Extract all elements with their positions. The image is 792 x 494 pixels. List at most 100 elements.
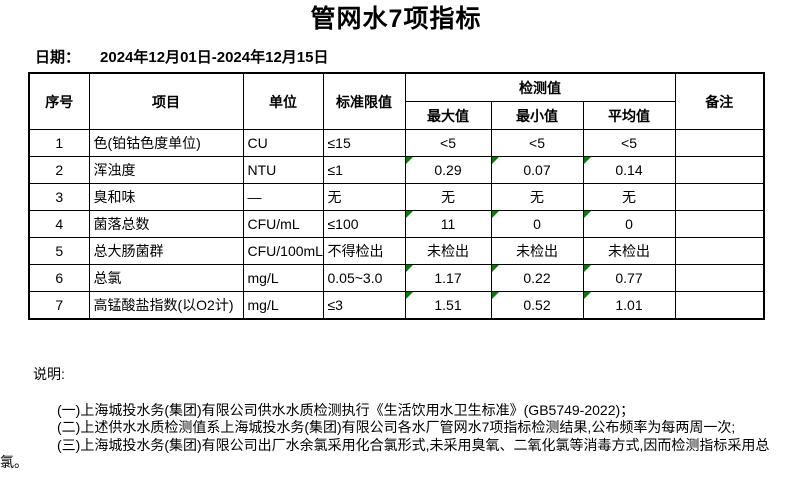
cell-text: 4 [55, 216, 64, 232]
table-row: 5 总大肠菌群 CFU/100mL 不得检出 未检出 未检出 未检出 [28, 237, 765, 265]
excel-flag-triangle-icon [492, 211, 499, 218]
cell-text: CFU/100mL [247, 243, 323, 259]
date-line: 日期： 2024年12月01日-2024年12月15日 [35, 46, 792, 67]
cell-limit: ≤100 [322, 210, 406, 238]
cell-text: mg/L [247, 270, 279, 286]
cell-text: <5 [440, 135, 456, 151]
cell-text: 浑浊度 [93, 162, 136, 178]
cell-text: 0.52 [523, 297, 551, 313]
table-row: 3 臭和味 — 无 无 无 无 [28, 183, 765, 211]
water-quality-table: 序号 项目 单位 标准限值 检测值 备注 最大值 最小值 平均值 1 色(铂钴色度… [28, 72, 765, 320]
cell-text: 色(铂钴色度单位) [93, 135, 201, 151]
cell-remark [674, 291, 765, 320]
table-row: 7 高锰酸盐指数(以O2计) mg/L ≤3 1.51 0.52 1.01 [28, 291, 765, 320]
excel-flag-triangle-icon [406, 211, 413, 218]
col-header-detection-group: 检测值 [404, 72, 676, 102]
cell-min: 0.52 [490, 291, 584, 320]
cell-remark [674, 183, 765, 211]
cell-avg: 0.14 [582, 156, 676, 184]
cell-avg: 0.77 [582, 264, 676, 292]
notes-section: 说明: (一)上海城投水务(集团)有限公司供水水质检测执行《生活饮用水卫生标准》… [0, 366, 792, 472]
header-row-1: 序号 项目 单位 标准限值 检测值 备注 [28, 72, 765, 130]
cell-text: 0.05~3.0 [327, 270, 383, 286]
cell-text: 未检出 [427, 243, 469, 259]
cell-text: 无 [530, 189, 544, 205]
cell-index: 7 [28, 291, 90, 320]
cell-index: 2 [28, 156, 90, 184]
cell-min: 0.07 [490, 156, 584, 184]
cell-min: 0.22 [490, 264, 584, 292]
cell-text: 0.22 [523, 270, 551, 286]
excel-flag-triangle-icon [584, 292, 591, 299]
cell-max: 1.17 [404, 264, 492, 292]
cell-text: 臭和味 [93, 189, 136, 205]
col-header-max: 最大值 [404, 101, 492, 130]
cell-unit: NTU [242, 156, 324, 184]
cell-avg: 1.01 [582, 291, 676, 320]
cell-text: ≤3 [327, 297, 343, 313]
cell-text: 总氯 [93, 270, 122, 286]
cell-text: CU [247, 135, 268, 151]
cell-text: ≤100 [327, 216, 359, 232]
cell-index: 4 [28, 210, 90, 238]
cell-limit: 不得检出 [322, 237, 406, 265]
cell-item: 总氯 [88, 264, 244, 292]
cell-text: 0.29 [434, 162, 462, 178]
cell-text: 1 [55, 135, 64, 151]
cell-item: 高锰酸盐指数(以O2计) [88, 291, 244, 320]
cell-text: 1.17 [434, 270, 462, 286]
note-item-1: (一)上海城投水务(集团)有限公司供水水质检测执行《生活饮用水卫生标准》(GB5… [57, 401, 635, 418]
cell-remark [674, 264, 765, 292]
cell-text: — [247, 189, 262, 205]
cell-unit: CFU/100mL [242, 237, 324, 265]
cell-limit: 无 [322, 183, 406, 211]
cell-text: <5 [529, 135, 545, 151]
cell-text: <5 [621, 135, 637, 151]
header-row-2: 最大值 最小值 平均值 [29, 101, 764, 130]
cell-unit: CU [242, 129, 324, 157]
cell-unit: CFU/mL [242, 210, 324, 238]
cell-limit: ≤1 [322, 156, 406, 184]
cell-min: <5 [490, 129, 584, 157]
cell-text: 3 [55, 189, 64, 205]
col-header-limit: 标准限值 [322, 72, 406, 130]
table-row: 4 菌落总数 CFU/mL ≤100 11 0 0 [28, 210, 765, 238]
cell-index: 3 [28, 183, 90, 211]
cell-avg: 未检出 [582, 237, 676, 265]
cell-text: 不得检出 [327, 243, 384, 259]
cell-text: 无 [327, 189, 342, 205]
cell-item: 色(铂钴色度单位) [88, 129, 244, 157]
cell-text: 1.51 [434, 297, 462, 313]
cell-max: 1.51 [404, 291, 492, 320]
cell-text: 2 [55, 162, 64, 178]
col-header-remark: 备注 [674, 72, 765, 130]
excel-flag-triangle-icon [492, 292, 499, 299]
cell-unit: — [242, 183, 324, 211]
table-row: 1 色(铂钴色度单位) CU ≤15 <5 <5 <5 [28, 129, 765, 157]
cell-max: <5 [404, 129, 492, 157]
cell-text: 无 [441, 189, 455, 205]
excel-flag-triangle-icon [406, 265, 413, 272]
cell-text: NTU [247, 162, 277, 178]
excel-flag-triangle-icon [584, 211, 591, 218]
cell-max: 未检出 [404, 237, 492, 265]
cell-limit: ≤15 [322, 129, 406, 157]
col-header-unit: 单位 [242, 72, 324, 130]
excel-flag-triangle-icon [492, 265, 499, 272]
cell-remark [674, 237, 765, 265]
col-header-item: 项目 [88, 72, 244, 130]
cell-min: 0 [490, 210, 584, 238]
excel-flag-triangle-icon [406, 292, 413, 299]
cell-index: 1 [28, 129, 90, 157]
date-label: 日期： [35, 49, 81, 66]
cell-min: 未检出 [490, 237, 584, 265]
notes-heading: 说明: [33, 366, 65, 382]
cell-remark [674, 156, 765, 184]
cell-text: 0 [533, 216, 541, 232]
cell-index: 5 [28, 237, 90, 265]
table-row: 6 总氯 mg/L 0.05~3.0 1.17 0.22 0.77 [28, 264, 765, 292]
cell-text: 5 [55, 243, 64, 259]
cell-avg: 无 [582, 183, 676, 211]
page-title: 管网水7项指标 [310, 5, 482, 33]
cell-text: 未检出 [516, 243, 558, 259]
